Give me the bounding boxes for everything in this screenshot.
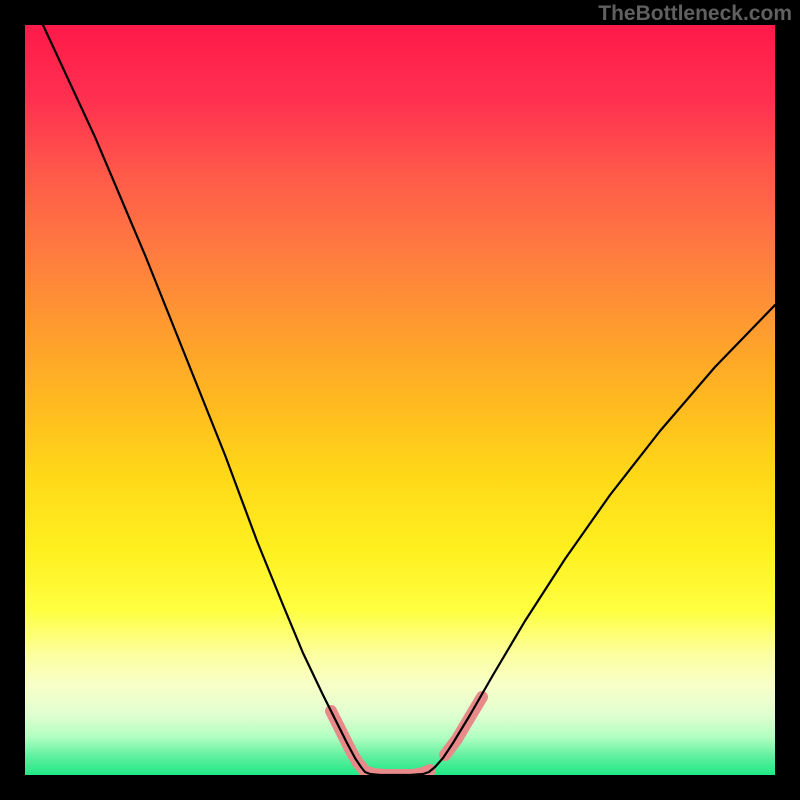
watermark-text: TheBottleneck.com [598,2,792,26]
bottleneck-curve [43,25,775,775]
highlight-segments [331,697,482,775]
chart-root: TheBottleneck.com [0,0,800,800]
plot-area [25,25,775,775]
curve-layer [25,25,775,775]
